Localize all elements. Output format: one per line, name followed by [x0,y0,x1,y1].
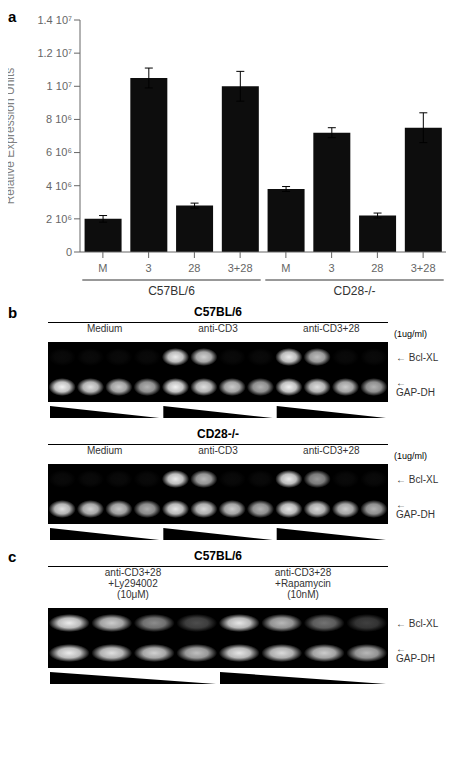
svg-text:1.2 10⁷: 1.2 10⁷ [37,47,72,59]
svg-text:3: 3 [146,262,152,274]
svg-text:anti-CD3: anti-CD3 [198,445,238,456]
svg-text:4 10⁶: 4 10⁶ [46,180,72,192]
html-text:CD28-/-: CD28-/- [197,427,239,441]
html-text:a: a [8,8,17,25]
svg-text:anti-CD3+28+Ly294002(10μM): anti-CD3+28+Ly294002(10μM) [105,567,162,600]
svg-text:1 10⁷: 1 10⁷ [47,80,72,92]
svg-text:← Bcl-XL: ← Bcl-XL [396,474,439,485]
svg-text:6 10⁶: 6 10⁶ [46,146,72,158]
svg-text:3+28: 3+28 [411,262,436,274]
svg-text:8 10⁶: 8 10⁶ [46,113,72,125]
svg-text:←GAP-DH: ←GAP-DH [396,499,435,520]
svg-text:3: 3 [329,262,335,274]
svg-text:anti-CD3+28: anti-CD3+28 [303,323,360,334]
svg-text:Medium: Medium [87,323,123,334]
svg-text:Medium: Medium [87,445,123,456]
html-text:(1ug/ml): (1ug/ml) [394,451,427,461]
svg-text:anti-CD3+28+Rapamycin(10nM): anti-CD3+28+Rapamycin(10nM) [275,567,332,600]
svg-text:← Bcl-XL: ← Bcl-XL [396,618,439,629]
svg-text:←GAP-DH: ←GAP-DH [396,377,435,398]
svg-text:0: 0 [66,246,72,258]
svg-text:← Bcl-XL: ← Bcl-XL [396,352,439,363]
svg-text:3+28: 3+28 [228,262,253,274]
svg-text:2 10⁶: 2 10⁶ [46,213,72,225]
html-text:C57BL/6: C57BL/6 [194,549,242,563]
svg-text:M: M [281,262,290,274]
html-text:c: c [8,548,17,565]
svg-text:anti-CD3+28: anti-CD3+28 [303,445,360,456]
svg-text:anti-CD3: anti-CD3 [198,323,238,334]
svg-text:←GAP-DH: ←GAP-DH [396,643,435,664]
html-text:(1ug/ml): (1ug/ml) [394,329,427,339]
svg-text:M: M [98,262,107,274]
svg-text:CD28-/-: CD28-/- [333,284,375,298]
html-text:b: b [8,304,18,321]
svg-text:C57BL/6: C57BL/6 [148,284,195,298]
html-text:C57BL/6: C57BL/6 [194,305,242,319]
svg-text:28: 28 [371,262,383,274]
svg-text:Relative Expression Units: Relative Expression Units [8,68,17,205]
svg-text:28: 28 [188,262,200,274]
svg-text:1.4 10⁷: 1.4 10⁷ [37,14,72,26]
